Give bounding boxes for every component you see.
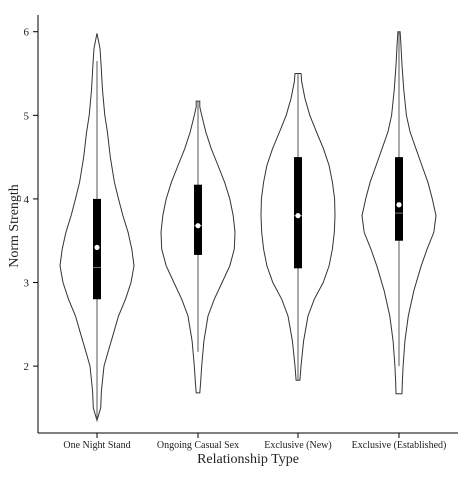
violin-2 (160, 100, 236, 394)
violin-3 (260, 73, 336, 381)
violin-mean-point (295, 213, 301, 219)
violin-shape (160, 100, 236, 394)
violin-mean-point (94, 244, 100, 251)
y-tick-label: 4 (24, 194, 30, 206)
y-axis-ticks: 2 3 4 5 6 (24, 27, 38, 373)
x-tick-label: One Night Stand (63, 440, 130, 451)
violin-group (59, 31, 437, 423)
y-tick-label: 6 (24, 27, 30, 39)
x-axis-ticks: One Night Stand Ongoing Casual Sex Exclusi… (63, 433, 446, 451)
x-axis-label: Relationship Type (197, 452, 299, 467)
violin-iqr-box (395, 157, 403, 241)
violin-1 (59, 33, 135, 423)
violin-iqr-box (194, 184, 202, 255)
violin-mean-point (195, 223, 201, 229)
violin-4 (361, 31, 437, 395)
y-tick-label: 3 (24, 278, 30, 290)
y-tick-label: 2 (24, 361, 30, 373)
x-tick-label: Exclusive (Established) (352, 440, 447, 451)
y-tick-label: 5 (24, 110, 30, 122)
x-tick-label: Ongoing Casual Sex (157, 440, 239, 451)
violin-iqr-box (294, 157, 302, 269)
violin-shape (260, 73, 336, 381)
x-tick-label: Exclusive (New) (264, 440, 331, 451)
violin-mean-point (396, 202, 402, 208)
y-axis-label: Norm Strength (7, 184, 22, 268)
violin-shape (361, 31, 437, 395)
violin-shape (59, 33, 135, 423)
